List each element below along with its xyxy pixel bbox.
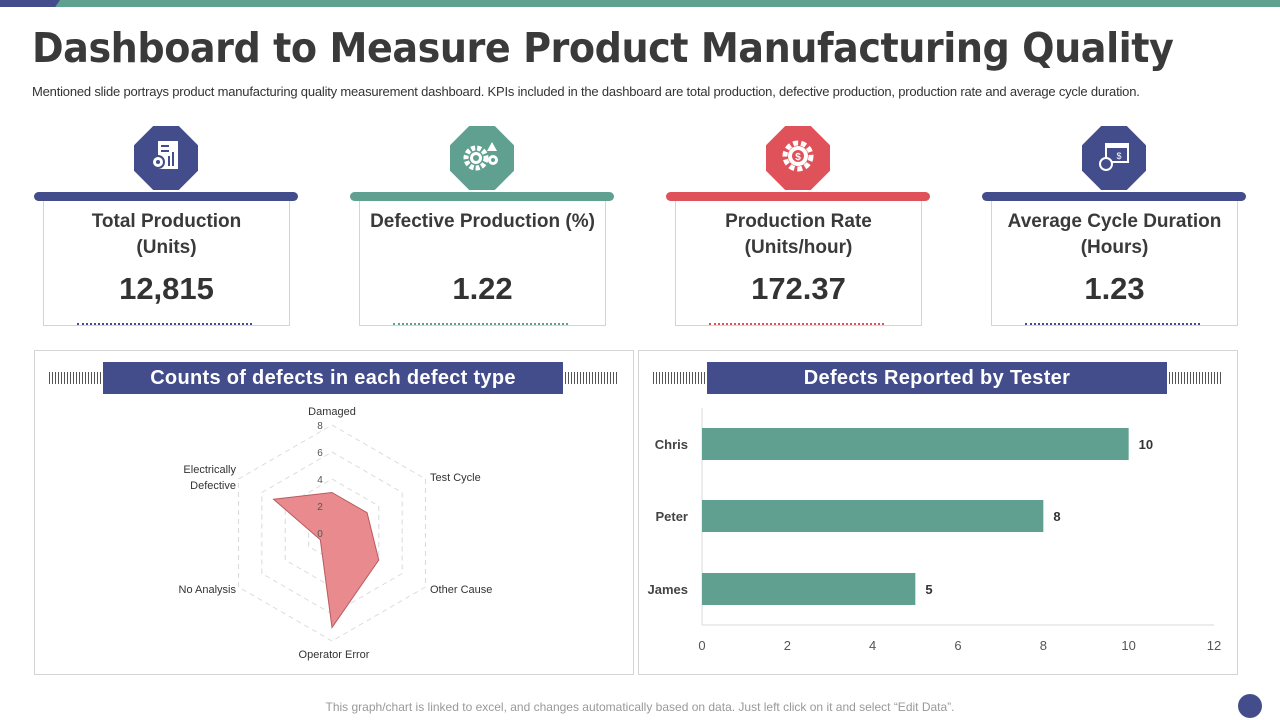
radar-tick-label: 0 <box>317 529 323 540</box>
radar-tick-label: 2 <box>317 502 323 513</box>
kpi-unit: (Hours) <box>1080 237 1149 258</box>
bar-chris <box>702 428 1129 460</box>
kpi-icon-badge: $ <box>766 126 830 190</box>
bar-panel: Defects Reported by Tester <box>638 350 1238 675</box>
kpi-icon-badge <box>134 126 198 190</box>
page-title: Dashboard to Measure Product Manufacturi… <box>32 24 1174 72</box>
kpi-unit: (Units) <box>136 237 197 258</box>
hatch-decoration <box>653 372 707 384</box>
bar-x-tick-label: 4 <box>869 638 876 653</box>
radar-gridline <box>237 424 427 642</box>
gear-dollar-icon: $ <box>780 138 816 179</box>
kpi-value: 1.22 <box>452 271 513 306</box>
kpi-label: Total Production <box>91 211 242 232</box>
bar-x-tick-label: 10 <box>1121 638 1135 653</box>
slide-dot <box>1238 694 1262 718</box>
kpi-label: Production Rate <box>725 211 872 232</box>
radar-axis-label: Electrically Defective <box>183 464 236 492</box>
bar-category-label: Peter <box>655 509 688 524</box>
radar-panel: Counts of defects in each defect type <box>34 350 634 675</box>
kpi-icon-badge: $ <box>1082 126 1146 190</box>
radar-tick-label: 8 <box>317 421 323 432</box>
kpi-dotted-underline <box>1025 323 1200 325</box>
kpi-label: Defective Production (%) <box>370 211 595 232</box>
radar-axis-label: Other Cause <box>430 584 492 596</box>
top-accent-bar <box>0 0 1280 7</box>
hatch-decoration <box>1169 372 1223 384</box>
svg-text:$: $ <box>1116 151 1121 161</box>
svg-text:$: $ <box>795 152 801 163</box>
calendar-stopwatch-icon: $ <box>1096 138 1132 179</box>
bar-x-tick-label: 6 <box>954 638 961 653</box>
page-subtitle: Mentioned slide portrays product manufac… <box>32 84 1140 99</box>
bar-x-tick-label: 0 <box>698 638 705 653</box>
kpi-card: Total Production (Units) 12,815 <box>43 201 290 326</box>
bar-title: Defects Reported by Tester <box>707 362 1167 394</box>
radar-axis-label: Damaged <box>308 406 356 418</box>
bar-peter <box>702 500 1044 532</box>
hatch-decoration <box>49 372 103 384</box>
bar-x-tick-label: 12 <box>1207 638 1221 653</box>
radar-axis-label: Operator Error <box>299 649 370 661</box>
radar-tick-label: 4 <box>317 475 323 486</box>
kpi-dotted-underline <box>393 323 568 325</box>
footer-note: This graph/chart is linked to excel, and… <box>325 700 955 714</box>
bar-data-label: 8 <box>1053 509 1060 524</box>
kpi-unit: (Units/hour) <box>744 237 853 258</box>
kpi-color-bar <box>666 192 930 201</box>
radar-tick-label: 6 <box>317 448 323 459</box>
bar-data-label: 10 <box>1139 437 1153 452</box>
kpi-color-bar <box>34 192 298 201</box>
kpi-card: Defective Production (%) 1.22 <box>359 201 606 326</box>
kpi-value: 12,815 <box>119 271 214 306</box>
bar-category-label: Chris <box>655 437 688 452</box>
kpi-color-bar <box>982 192 1246 201</box>
kpi-card: Average Cycle Duration (Hours) 1.23 <box>991 201 1238 326</box>
kpi-icon-badge <box>450 126 514 190</box>
kpi-label: Average Cycle Duration <box>1007 211 1222 232</box>
hatch-decoration <box>565 372 619 384</box>
kpi-value: 172.37 <box>751 271 846 306</box>
bar-x-tick-label: 8 <box>1040 638 1047 653</box>
bar-james <box>702 573 916 605</box>
bar-data-label: 5 <box>925 582 932 597</box>
kpi-dotted-underline <box>77 323 252 325</box>
kpi-card: Production Rate (Units/hour) 172.37 <box>675 201 922 326</box>
gears-warning-icon <box>462 138 502 179</box>
report-gear-chart-icon <box>148 138 184 179</box>
radar-axis-label: No Analysis <box>179 584 237 596</box>
bar-category-label: James <box>648 582 688 597</box>
bar-x-tick-label: 2 <box>784 638 791 653</box>
top-accent-corner <box>0 0 60 7</box>
kpi-color-bar <box>350 192 614 201</box>
radar-title: Counts of defects in each defect type <box>103 362 563 394</box>
radar-axis-label: Test Cycle <box>430 472 481 484</box>
radar-series-area <box>272 491 380 629</box>
kpi-dotted-underline <box>709 323 884 325</box>
kpi-value: 1.23 <box>1084 271 1145 306</box>
